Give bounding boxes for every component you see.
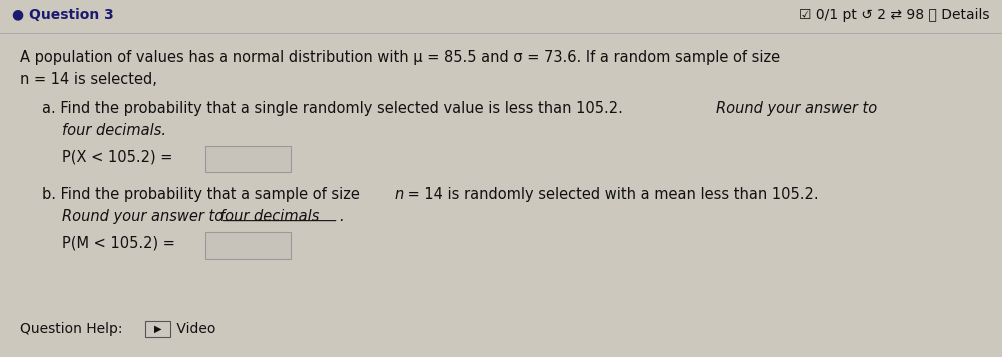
FancyBboxPatch shape bbox=[205, 146, 291, 172]
Text: Round your answer to: Round your answer to bbox=[716, 101, 878, 116]
Text: n = 14 is selected,: n = 14 is selected, bbox=[20, 72, 157, 87]
Text: Video: Video bbox=[172, 322, 215, 336]
Text: ☑ 0/1 pt ↺ 2 ⇄ 98 ⓘ Details: ☑ 0/1 pt ↺ 2 ⇄ 98 ⓘ Details bbox=[800, 8, 990, 22]
Text: four decimals: four decimals bbox=[220, 209, 320, 224]
Text: a. Find the probability that a single randomly selected value is less than 105.2: a. Find the probability that a single ra… bbox=[42, 101, 627, 116]
Text: Question Help:: Question Help: bbox=[20, 322, 131, 336]
Text: P(X < 105.2) =: P(X < 105.2) = bbox=[62, 150, 172, 165]
Text: ▶: ▶ bbox=[153, 324, 161, 334]
Text: = 14 is randomly selected with a mean less than 105.2.: = 14 is randomly selected with a mean le… bbox=[403, 187, 819, 202]
FancyBboxPatch shape bbox=[205, 232, 291, 259]
FancyBboxPatch shape bbox=[145, 321, 170, 337]
Text: ● Question 3: ● Question 3 bbox=[12, 8, 114, 22]
Text: Round your answer to: Round your answer to bbox=[62, 209, 228, 224]
Text: A population of values has a normal distribution with μ = 85.5 and σ = 73.6. If : A population of values has a normal dist… bbox=[20, 50, 781, 65]
Text: b. Find the probability that a sample of size: b. Find the probability that a sample of… bbox=[42, 187, 365, 202]
Text: n: n bbox=[395, 187, 404, 202]
Text: four decimals.: four decimals. bbox=[62, 123, 166, 138]
Text: .: . bbox=[339, 209, 344, 224]
Text: P(M < 105.2) =: P(M < 105.2) = bbox=[62, 236, 175, 251]
